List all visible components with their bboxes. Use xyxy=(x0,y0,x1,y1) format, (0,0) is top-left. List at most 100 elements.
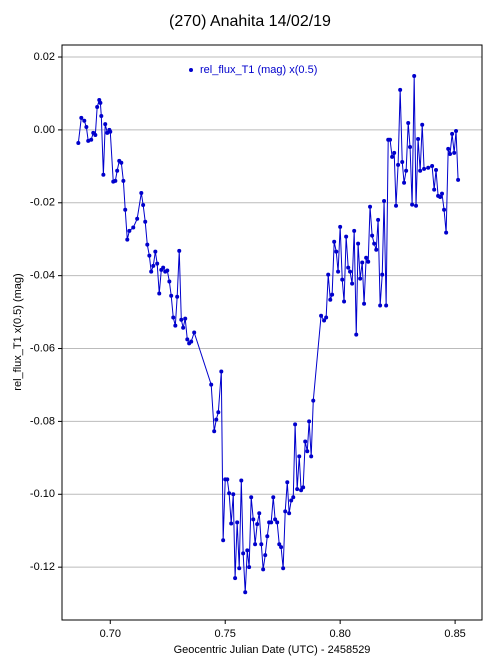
data-point xyxy=(181,325,186,330)
data-point xyxy=(131,225,136,230)
data-point xyxy=(189,339,194,344)
data-point xyxy=(212,429,217,434)
data-point xyxy=(301,485,306,490)
data-point xyxy=(297,454,302,459)
y-tick-label: -0.12 xyxy=(30,561,55,573)
data-point xyxy=(231,492,236,497)
data-point xyxy=(422,166,427,171)
data-point xyxy=(127,228,132,233)
data-point xyxy=(108,129,113,134)
data-point xyxy=(103,122,108,127)
data-point xyxy=(141,202,146,207)
y-axis-label: rel_flux_T1 x(0.5) (mag) xyxy=(12,273,24,390)
data-point xyxy=(167,279,172,284)
y-tick-label: 0.02 xyxy=(34,51,55,63)
data-point xyxy=(89,137,94,142)
data-point xyxy=(426,165,431,170)
y-tick-label: -0.04 xyxy=(30,270,55,282)
chart-title: (270) Anahita 14/02/19 xyxy=(169,13,331,30)
data-point xyxy=(227,491,232,496)
data-point xyxy=(247,565,252,570)
data-point xyxy=(402,180,407,185)
data-point xyxy=(273,517,278,522)
data-point xyxy=(360,260,365,265)
data-point xyxy=(121,178,126,183)
data-point xyxy=(412,73,417,78)
data-point xyxy=(253,542,258,547)
data-point xyxy=(153,249,158,254)
data-point xyxy=(151,263,156,268)
data-point xyxy=(95,104,100,109)
data-point xyxy=(356,241,361,246)
data-point xyxy=(125,237,130,242)
data-point xyxy=(305,449,310,454)
data-point xyxy=(243,590,248,595)
y-tick-label: -0.10 xyxy=(30,488,55,500)
data-point xyxy=(169,293,174,298)
data-point xyxy=(283,509,288,514)
data-point xyxy=(237,566,242,571)
data-point xyxy=(394,203,399,208)
data-point xyxy=(149,269,154,274)
data-point xyxy=(384,303,389,308)
data-point xyxy=(442,207,447,212)
data-point xyxy=(388,137,393,142)
data-point xyxy=(259,542,264,547)
data-point xyxy=(410,202,415,207)
x-tick-label: 0.75 xyxy=(215,628,236,640)
data-point xyxy=(263,553,268,558)
y-tick-label: 0.00 xyxy=(34,124,55,136)
data-point xyxy=(336,269,341,274)
data-point xyxy=(408,145,413,150)
data-point xyxy=(123,207,128,212)
data-point xyxy=(362,301,367,306)
data-point xyxy=(177,248,182,253)
data-point xyxy=(229,521,234,526)
data-point xyxy=(319,313,324,318)
data-point xyxy=(358,276,363,281)
data-point xyxy=(82,118,87,123)
data-point xyxy=(147,253,152,258)
data-point xyxy=(400,159,405,164)
data-point xyxy=(239,478,244,483)
data-point xyxy=(332,239,337,244)
data-point xyxy=(438,194,443,199)
data-point xyxy=(192,330,197,335)
data-point xyxy=(233,576,238,581)
x-tick-label: 0.85 xyxy=(444,628,465,640)
data-point xyxy=(450,131,455,136)
data-point xyxy=(155,261,160,266)
data-point xyxy=(354,332,359,337)
data-point xyxy=(221,538,226,543)
data-point xyxy=(251,517,256,522)
data-point xyxy=(311,398,316,403)
data-point xyxy=(444,230,449,235)
data-point xyxy=(380,272,385,277)
data-point xyxy=(390,154,395,159)
data-point xyxy=(285,480,290,485)
data-point xyxy=(214,417,219,422)
data-point xyxy=(324,315,329,320)
data-point xyxy=(261,567,266,572)
data-point xyxy=(225,477,230,482)
x-axis-label: Geocentric Julian Date (UTC) - 2458529 xyxy=(174,644,371,656)
data-point xyxy=(416,137,421,142)
data-point xyxy=(382,198,387,203)
data-point xyxy=(338,224,343,229)
data-point xyxy=(257,511,262,516)
data-point xyxy=(84,124,89,129)
data-point xyxy=(430,163,435,168)
data-point xyxy=(404,168,409,173)
data-point xyxy=(279,545,284,550)
data-point xyxy=(372,241,377,246)
data-point xyxy=(326,272,331,277)
data-point xyxy=(165,268,170,273)
data-point xyxy=(434,167,439,172)
y-tick-label: -0.08 xyxy=(30,415,55,427)
data-point xyxy=(440,191,444,196)
data-point xyxy=(113,178,118,183)
data-line xyxy=(77,75,459,593)
data-point xyxy=(344,234,349,239)
data-point xyxy=(277,542,282,547)
data-point xyxy=(322,318,327,323)
